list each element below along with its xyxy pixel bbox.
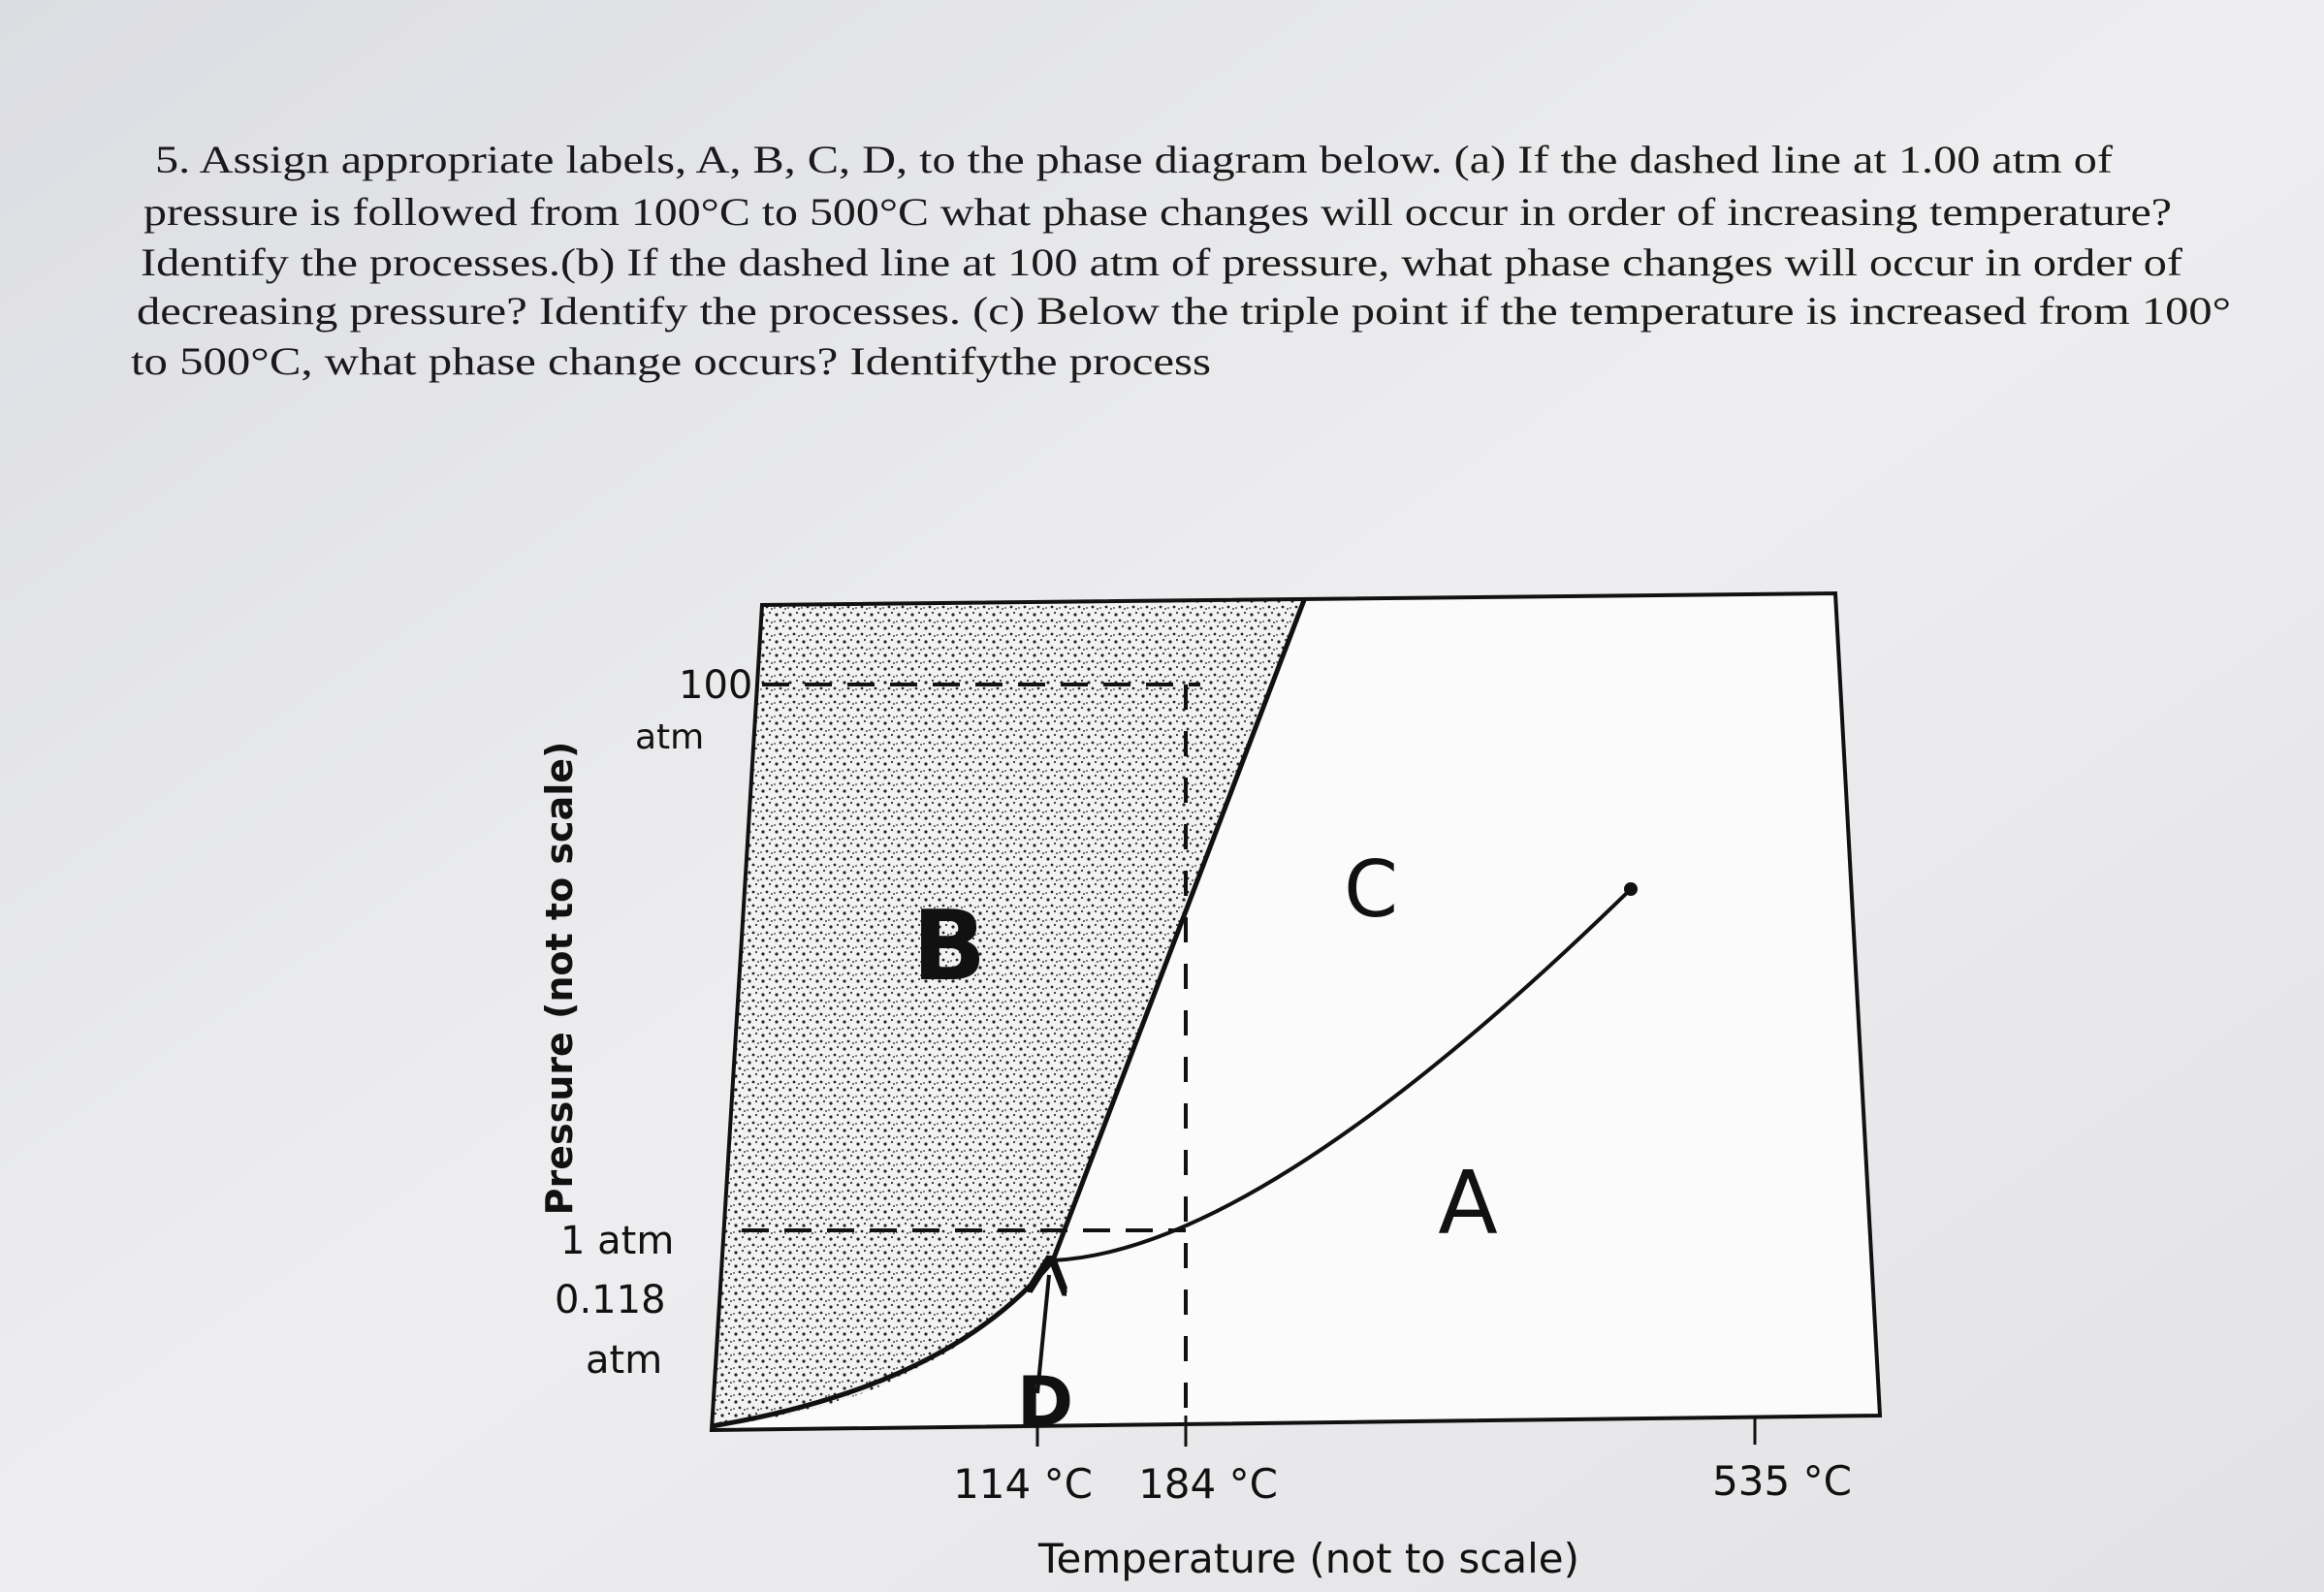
question-line: to 500°C, what phase change occurs? Iden…	[131, 339, 1211, 383]
question-line: 5. Assign appropriate labels, A, B, C, D…	[155, 138, 2114, 181]
question-line: Identify the processes.(b) If the dashed…	[141, 240, 2183, 284]
pressure-label: 100	[679, 663, 752, 708]
vaporization-curve	[1052, 887, 1633, 1262]
x-axis-label: Temperature (not to scale)	[1037, 1535, 1579, 1582]
region-label: A	[1438, 1153, 1498, 1255]
solid-region	[712, 600, 1304, 1426]
region-label: C	[1344, 844, 1398, 935]
critical-point	[1624, 882, 1638, 896]
temperature-label: 114 °C	[953, 1460, 1093, 1508]
question: 5. Assign appropriate labels, A, B, C, D…	[131, 138, 2231, 383]
pressure-label: 1 atm	[560, 1219, 674, 1263]
pressure-label: 0.118	[555, 1278, 666, 1322]
plot-frame	[709, 590, 1883, 1433]
region-label: B	[912, 889, 986, 1003]
pressure-unit: atm	[635, 717, 704, 757]
question-line: decreasing pressure? Identify the proces…	[137, 289, 2231, 333]
pressure-unit: atm	[586, 1338, 662, 1383]
temperature-label: 184 °C	[1138, 1460, 1278, 1508]
arrow-to-triple-point	[1037, 1275, 1049, 1394]
question-line: pressure is followed from 100°C to 500°C…	[143, 190, 2172, 234]
region-label: D	[1017, 1362, 1073, 1442]
fusion-curve	[1050, 599, 1307, 1261]
y-axis-label: Pressure (not to scale)	[538, 742, 581, 1216]
sublimation-curve	[711, 1258, 1055, 1429]
phase-diagram: 100 atm 1 atm 0.118 atm Pressure (not to…	[538, 590, 1883, 1582]
temperature-label: 535 °C	[1712, 1457, 1852, 1505]
